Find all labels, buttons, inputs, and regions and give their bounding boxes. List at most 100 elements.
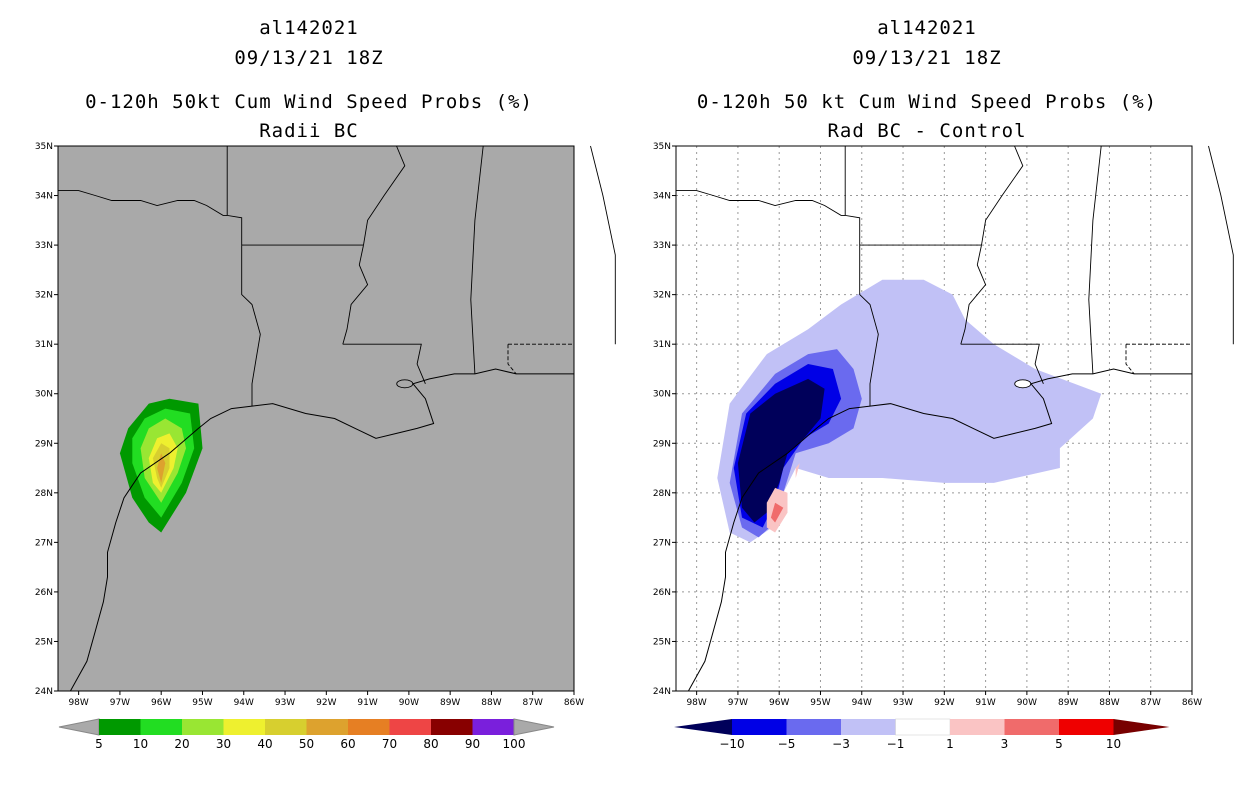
colorbar-label: 60 [340,737,355,751]
forecast-date: 09/13/21 18Z [852,47,1002,69]
y-tick-label: 35N [653,142,671,152]
state-border [960,245,987,345]
state-border [342,343,426,384]
panel-difference: al142021 09/13/21 18Z 0-120h 50 kt Cum W… [618,0,1236,800]
chart-title: 0-120h 50kt Cum Wind Speed Probs (%) [85,91,533,113]
colorbar-label: 10 [133,737,148,751]
state-border [981,145,1024,246]
state-border [363,145,406,246]
state-border [226,146,243,246]
colorbar-label: 5 [1055,737,1063,751]
state-border [590,145,616,345]
colorbar-swatch [223,719,265,735]
x-tick-label: 93W [275,698,295,708]
y-tick-label: 27N [35,538,53,548]
x-tick-label: 95W [192,698,212,708]
colorbar-high-arrow [1113,719,1170,735]
x-tick-label: 91W [975,698,995,708]
colorbar-label: 3 [1001,737,1009,751]
y-tick-label: 25N [35,637,53,647]
x-tick-label: 94W [852,698,872,708]
colorbar-label: 50 [299,737,314,751]
x-tick-label: 90W [1017,698,1037,708]
colorbar-swatch [431,719,473,735]
contour-level-neg1 [717,279,1102,543]
y-tick-label: 24N [653,687,671,697]
colorbar-swatch [895,718,951,736]
colorbar-label: 90 [465,737,480,751]
colorbar-label: 30 [216,737,231,751]
y-tick-label: 31N [35,340,53,350]
colorbar-swatch [348,719,390,735]
colorbar-label: 80 [423,737,438,751]
colorbar-swatch [182,719,224,735]
colorbar-label: −10 [719,737,744,751]
x-tick-label: 96W [769,698,789,708]
x-tick-label: 88W [1099,698,1119,708]
state-border [1088,145,1102,374]
x-tick-label: 97W [110,698,130,708]
state-border [1208,145,1234,345]
x-tick-label: 88W [481,698,501,708]
y-tick-label: 34N [653,192,671,202]
colorbar-label: 70 [382,737,397,751]
colorbar-high-arrow [513,718,555,736]
colorbar-swatch [140,719,182,735]
x-tick-label: 98W [686,698,706,708]
colorbar-swatch [950,719,1005,735]
y-tick-label: 29N [653,439,671,449]
x-tick-label: 92W [316,698,336,708]
state-border [507,344,517,375]
colorbar-label: 5 [95,737,103,751]
state-border [241,245,261,407]
colorbar-swatch [732,719,787,735]
y-tick-label: 28N [35,489,53,499]
x-tick-label: 96W [151,698,171,708]
y-tick-label: 30N [653,390,671,400]
y-tick-label: 34N [35,192,53,202]
x-tick-label: 94W [234,698,254,708]
storm-id: al142021 [259,17,359,39]
y-tick-label: 27N [653,538,671,548]
y-tick-label: 26N [653,588,671,598]
x-tick-label: 87W [1141,698,1161,708]
colorbar-label: 1 [946,737,954,751]
colorbar-low-arrow [674,719,732,735]
y-tick-label: 31N [653,340,671,350]
colorbar-label: 10 [1106,737,1121,751]
contour-level-neg10 [737,378,825,523]
plot-background [58,146,574,691]
probability-map: 98W 97W 96W 95W 94W 93W 92W 91W 90W 89W 88W 87W 86W 2… [35,142,616,751]
x-tick-label: 91W [357,698,377,708]
colorbar-label: 20 [174,737,189,751]
colorbar-swatch [1004,719,1059,735]
plot-frame [675,145,1193,692]
plot-frame [57,145,575,692]
y-tick-label: 29N [35,439,53,449]
chart-title: 0-120h 50 kt Cum Wind Speed Probs (%) [696,91,1158,113]
x-tick-label: 86W [564,698,584,708]
state-border [859,245,879,407]
x-tick-label: 86W [1182,698,1202,708]
y-tick-label: 33N [653,241,671,251]
x-tick-label: 98W [68,698,88,708]
x-tick-label: 89W [1058,698,1078,708]
state-border [960,343,1044,384]
state-border [676,190,846,216]
x-tick-label: 90W [399,698,419,708]
y-tick-label: 33N [35,241,53,251]
x-tick-label: 97W [728,698,748,708]
x-tick-label: 89W [440,698,460,708]
colorbar-swatch [306,719,348,735]
colorbar-label: 100 [503,737,526,751]
storm-id: al142021 [877,17,977,39]
colorbar-swatch [472,719,514,735]
y-tick-label: 35N [35,142,53,152]
colorbar-swatch [389,719,431,735]
y-tick-label: 30N [35,390,53,400]
colorbar-label: −5 [778,737,796,751]
state-border [1125,344,1135,375]
coastline [69,368,574,692]
state-border [470,145,484,374]
y-tick-label: 26N [35,588,53,598]
